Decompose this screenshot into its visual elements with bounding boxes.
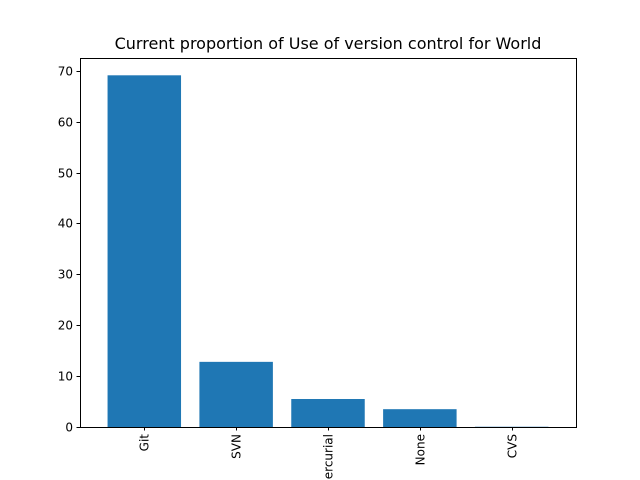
y-tick-label: 40 [58,217,73,231]
x-axis: Git SVN Mercurial None CVS [138,427,520,480]
bar-git [107,75,182,428]
chart-title: Current proportion of Use of version con… [115,34,542,53]
bars-group [107,75,549,428]
x-tick-label-cvs: CVS [506,434,520,458]
y-tick-label: 60 [58,116,73,130]
y-tick-label: 50 [58,167,73,181]
plot-frame [80,58,577,428]
bar-none [383,409,457,427]
y-tick-label: 10 [58,370,73,384]
y-tick-label: 30 [58,268,73,282]
y-tick-label: 70 [58,65,73,79]
x-tick-label-mercurial: Mercurial [322,434,336,480]
y-tick-label: 20 [58,319,73,333]
y-axis: 0 10 20 30 40 50 60 70 [58,65,80,435]
bar-mercurial [291,399,365,427]
x-tick-label-git: Git [138,434,152,452]
x-tick-label-svn: SVN [230,434,244,459]
y-tick-label: 0 [65,421,73,435]
x-tick-label-none: None [414,434,428,465]
bar-svn [199,361,273,427]
